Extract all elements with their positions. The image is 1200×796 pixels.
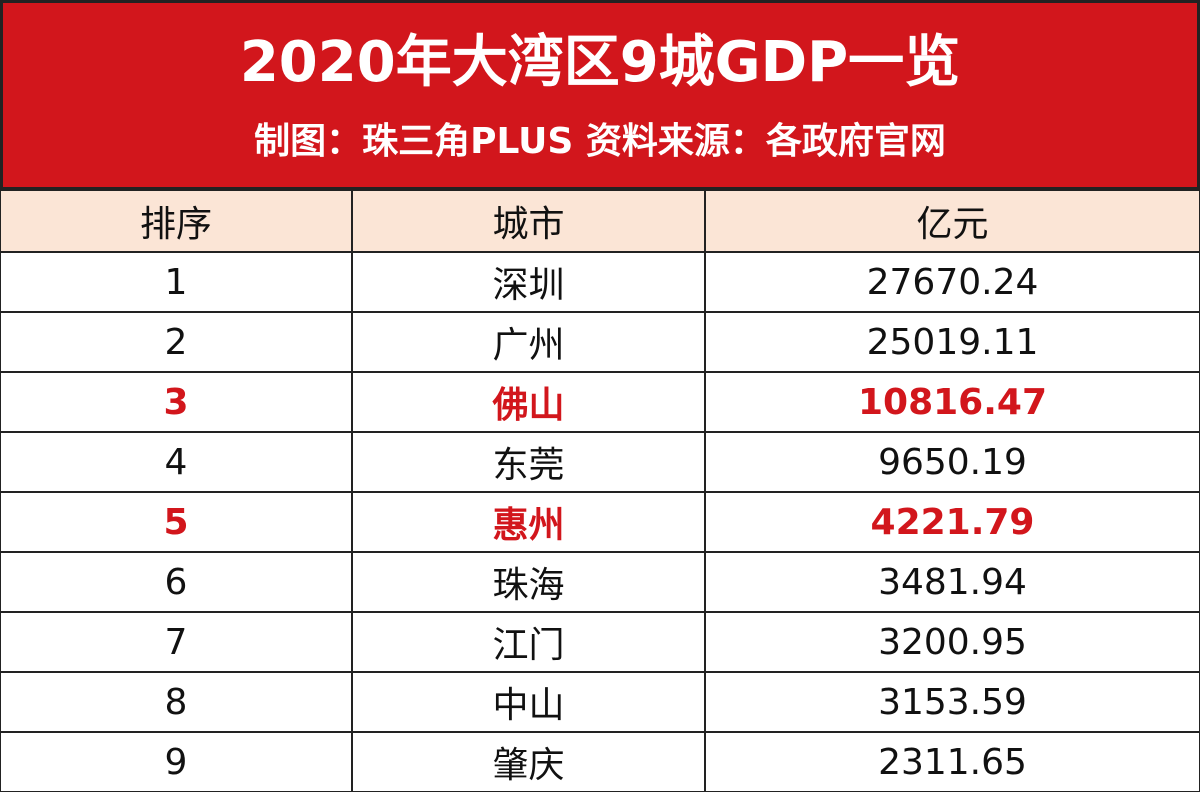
table-cell: 4221.79 <box>705 492 1200 552</box>
table-cell: 7 <box>0 612 352 672</box>
column-header: 排序 <box>0 190 352 252</box>
table-cell: 广州 <box>352 312 705 372</box>
table-cell: 25019.11 <box>705 312 1200 372</box>
table-cell: 中山 <box>352 672 705 732</box>
table-cell: 3 <box>0 372 352 432</box>
banner: 2020年大湾区9城GDP一览 制图：珠三角PLUS 资料来源：各政府官网 <box>0 0 1200 190</box>
table-cell: 江门 <box>352 612 705 672</box>
table-cell: 5 <box>0 492 352 552</box>
table-cell: 肇庆 <box>352 732 705 792</box>
table-cell: 3153.59 <box>705 672 1200 732</box>
column-header: 亿元 <box>705 190 1200 252</box>
table-cell: 东莞 <box>352 432 705 492</box>
table-cell: 27670.24 <box>705 252 1200 312</box>
table-cell: 佛山 <box>352 372 705 432</box>
table-cell: 4 <box>0 432 352 492</box>
subtitle: 制图：珠三角PLUS 资料来源：各政府官网 <box>254 121 946 162</box>
table-cell: 惠州 <box>352 492 705 552</box>
table-cell: 8 <box>0 672 352 732</box>
table-cell: 3200.95 <box>705 612 1200 672</box>
table-cell: 珠海 <box>352 552 705 612</box>
table-cell: 3481.94 <box>705 552 1200 612</box>
table-cell: 9 <box>0 732 352 792</box>
title: 2020年大湾区9城GDP一览 <box>239 30 961 95</box>
table-cell: 9650.19 <box>705 432 1200 492</box>
table-cell: 10816.47 <box>705 372 1200 432</box>
table-cell: 2 <box>0 312 352 372</box>
column-header: 城市 <box>352 190 705 252</box>
table-cell: 1 <box>0 252 352 312</box>
table-cell: 6 <box>0 552 352 612</box>
table-cell: 2311.65 <box>705 732 1200 792</box>
table-cell: 深圳 <box>352 252 705 312</box>
